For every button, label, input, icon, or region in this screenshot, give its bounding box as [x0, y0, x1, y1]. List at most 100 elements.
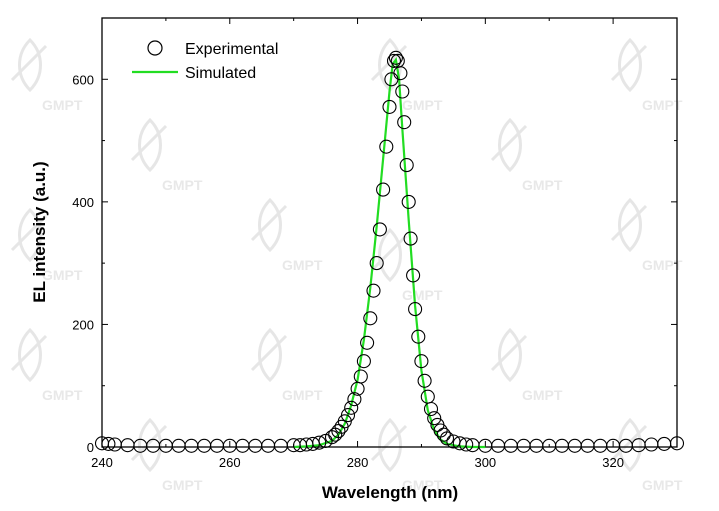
watermark-logo: GMPT	[250, 327, 323, 403]
watermark-text: GMPT	[42, 97, 83, 113]
experimental-point	[593, 438, 608, 453]
watermark-logo: GMPT	[250, 197, 323, 273]
experimental-point	[366, 283, 381, 298]
watermark-text: GMPT	[402, 477, 443, 493]
experimental-point	[171, 438, 186, 453]
experimental-point	[353, 369, 368, 384]
experimental-point	[382, 99, 397, 114]
experimental-point	[356, 354, 371, 369]
watermark-text: GMPT	[162, 177, 203, 193]
watermark-logo: GMPT	[370, 417, 443, 493]
experimental-point	[369, 256, 384, 271]
experimental-point	[347, 392, 362, 407]
x-axis-title: Wavelength (nm)	[322, 483, 458, 502]
legend: Experimental Simulated	[132, 40, 278, 82]
experimental-point	[657, 436, 672, 451]
experimental-point	[372, 222, 387, 237]
watermark-logo: GMPT	[130, 417, 203, 493]
watermark-logo: GMPT	[490, 327, 563, 403]
experimental-point	[331, 424, 346, 439]
y-tick-label: 200	[72, 317, 94, 332]
x-tick-label: 320	[602, 455, 624, 470]
experimental-point	[197, 438, 212, 453]
experimental-point	[312, 435, 327, 450]
experimental-point	[644, 437, 659, 452]
watermark-text: GMPT	[402, 287, 443, 303]
watermark-text: GMPT	[162, 477, 203, 493]
experimental-point	[580, 438, 595, 453]
experimental-point	[209, 438, 225, 453]
experimental-point	[395, 84, 410, 99]
legend-label-simulated: Simulated	[185, 65, 256, 82]
watermark-text: GMPT	[522, 387, 563, 403]
axis-ticks	[101, 17, 678, 448]
experimental-point	[397, 115, 412, 130]
watermark-logo: GMPT	[490, 117, 563, 193]
watermark-text: GMPT	[402, 97, 443, 113]
experimental-point	[420, 389, 435, 404]
experimental-point	[340, 408, 356, 423]
legend-marker-experimental	[147, 40, 163, 56]
watermark-text: GMPT	[522, 177, 563, 193]
watermark-logo: GMPT	[10, 327, 83, 403]
watermark-text: GMPT	[282, 257, 323, 273]
watermark-logo: GMPT	[370, 227, 443, 303]
experimental-point	[184, 438, 199, 453]
watermark-logo: GMPT	[10, 207, 83, 283]
experimental-point	[423, 401, 439, 417]
experimental-point	[403, 231, 418, 246]
experimental-point	[411, 329, 426, 344]
experimental-point	[235, 438, 250, 453]
experimental-point	[393, 66, 408, 81]
watermark-logo: GMPT	[10, 37, 83, 113]
x-tick-label: 240	[91, 455, 113, 470]
watermark-logo: GMPT	[610, 37, 683, 113]
experimental-point	[408, 302, 423, 317]
experimental-point	[427, 411, 442, 426]
experimental-point	[406, 268, 421, 283]
experimental-point	[360, 335, 375, 350]
experimental-point	[436, 427, 451, 442]
watermark-layer: GMPT GMPT GMPT GMPT GMPT GMPT GMPT GMPT GMPT GMPT…	[10, 37, 683, 493]
experimental-point	[414, 354, 429, 369]
experimental-point	[344, 400, 359, 415]
experimental-point	[261, 438, 276, 453]
watermark-logo: GMPT	[610, 417, 683, 493]
series-experimental	[94, 50, 685, 453]
tick-labels: 240 260 280 300 320 0 200 400 600	[72, 72, 624, 470]
watermark-text: GMPT	[642, 477, 683, 493]
watermark-text: GMPT	[42, 387, 83, 403]
experimental-point	[401, 194, 416, 209]
experimental-point	[120, 438, 135, 453]
experimental-point	[529, 438, 544, 453]
experimental-point	[273, 438, 288, 453]
experimental-point	[554, 438, 570, 453]
x-tick-label: 300	[474, 455, 496, 470]
x-tick-label: 280	[347, 455, 369, 470]
legend-label-experimental: Experimental	[185, 41, 278, 58]
watermark-text: GMPT	[42, 267, 83, 283]
x-tick-label: 260	[219, 455, 241, 470]
experimental-point	[248, 438, 263, 453]
experimental-point	[459, 437, 474, 452]
experimental-point	[386, 53, 402, 68]
experimental-point	[503, 438, 518, 453]
experimental-point	[567, 438, 582, 453]
watermark-text: GMPT	[642, 257, 683, 273]
experimental-point	[388, 50, 403, 65]
experimental-point	[101, 436, 116, 451]
experimental-point	[491, 438, 506, 453]
experimental-point	[146, 438, 161, 453]
experimental-point	[399, 158, 414, 173]
watermark-logo: GMPT	[370, 37, 443, 113]
experimental-point	[417, 373, 432, 388]
y-axis-title: EL intensity (a.u.)	[30, 161, 49, 302]
experimental-point	[669, 436, 685, 451]
plot-border	[101, 17, 678, 448]
y-tick-label: 0	[87, 440, 94, 455]
watermark-text: GMPT	[642, 97, 683, 113]
experimental-point	[376, 182, 391, 197]
watermark-logo: GMPT	[130, 117, 203, 193]
plot-frame	[101, 17, 678, 448]
